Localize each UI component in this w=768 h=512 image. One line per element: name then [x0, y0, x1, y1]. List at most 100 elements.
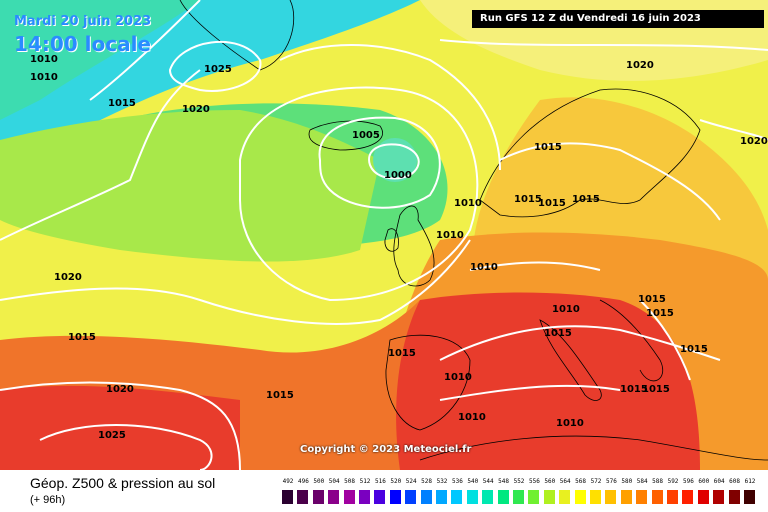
- coastlines: [179, 0, 768, 461]
- isobar-1010-med: [439, 384, 621, 401]
- scale-color-box: [482, 490, 494, 504]
- isobar-label: 1015: [642, 384, 670, 395]
- isobar-label: 1010: [552, 304, 580, 315]
- isobar-1015-greenland: [89, 0, 201, 101]
- scale-color-box: [728, 490, 740, 504]
- isobar-label: 1015: [680, 344, 708, 355]
- scale-color-box: [297, 490, 309, 504]
- scale-label: 536: [451, 478, 463, 485]
- copyright-text: Copyright © 2023 Meteociel.fr: [300, 444, 472, 455]
- isobar-1025-atl: [39, 424, 213, 470]
- isobar-label: 1015: [572, 194, 600, 205]
- scale-label: 512: [359, 478, 371, 485]
- isobar-label: 1005: [352, 130, 380, 141]
- scale-label: 508: [344, 478, 356, 485]
- isobar-label: 1015: [388, 348, 416, 359]
- isobar-label: 1015: [534, 142, 562, 153]
- scale-label: 564: [559, 478, 571, 485]
- iberia-coast: [385, 334, 471, 431]
- scale-color-box: [513, 490, 524, 504]
- legend-subtitle: (+ 96h): [30, 494, 66, 506]
- scale-label: 608: [729, 478, 741, 485]
- isobar-label: 1010: [436, 230, 464, 241]
- scale-label: 492: [282, 478, 294, 485]
- scale-label: 612: [744, 478, 756, 485]
- isobar-1025-nw: [168, 40, 262, 92]
- isobar-label: 1010: [30, 72, 58, 83]
- isobar-label: 1015: [68, 332, 96, 343]
- band-red-med: [396, 292, 700, 470]
- map-canvas: 1010 1010 1025 1015 1020 1005 1000 1020 …: [0, 0, 768, 470]
- scale-label: 552: [513, 478, 525, 485]
- scale-label: 556: [528, 478, 540, 485]
- ireland-coast: [384, 228, 399, 252]
- isobar-1020-ring: [279, 44, 501, 171]
- isobar-label: 1010: [458, 412, 486, 423]
- scale-label: 532: [436, 478, 448, 485]
- scale-color-box: [651, 490, 663, 504]
- scale-color-box: [682, 490, 694, 504]
- scale-color-box: [605, 490, 617, 504]
- isobar-low-inner: [368, 143, 420, 180]
- scale-label: 560: [544, 478, 556, 485]
- isobar-label: 1010: [470, 262, 498, 273]
- scale-color-box: [636, 490, 648, 504]
- legend-title: Géop. Z500 & pression au sol: [30, 475, 216, 491]
- scale-label: 572: [590, 478, 602, 485]
- scale-label: 568: [575, 478, 587, 485]
- scale-color-box: [697, 490, 709, 504]
- scale-color-box: [559, 490, 571, 504]
- scale-color-box: [451, 490, 463, 504]
- isobar-label: 1010: [454, 198, 482, 209]
- isobar-label: 1025: [204, 64, 232, 75]
- scale-color-box: [359, 490, 370, 504]
- isobar-label: 1015: [638, 294, 666, 305]
- north-africa-coast: [419, 435, 768, 461]
- band-teal: [0, 0, 200, 120]
- weather-map: 1010 1010 1025 1015 1020 1005 1000 1020 …: [0, 0, 768, 470]
- isobar-label: 1000: [384, 170, 412, 181]
- scale-label: 500: [313, 478, 325, 485]
- scale-label: 496: [297, 478, 309, 485]
- scale-color-box: [620, 490, 632, 504]
- isobar-1005: [318, 116, 441, 209]
- isobars: [0, 0, 768, 470]
- isobar-1020-north: [439, 39, 768, 51]
- isobar-label: 1015: [514, 194, 542, 205]
- scale-color-box: [328, 490, 340, 504]
- band-red-west: [0, 385, 240, 470]
- run-info-banner: Run GFS 12 Z du Vendredi 16 juin 2023: [472, 10, 764, 28]
- italy-coast: [539, 319, 602, 401]
- isobar-label: 1010: [556, 418, 584, 429]
- isobar-1015-west: [0, 239, 471, 325]
- isobar-label: 1020: [182, 104, 210, 115]
- isobar-1010-ring: [239, 86, 479, 302]
- scale-color-box: [312, 490, 324, 504]
- isobar-label: 1025: [98, 430, 126, 441]
- scale-color-box: [466, 490, 478, 504]
- scale-label: 576: [605, 478, 617, 485]
- scale-color-box: [574, 490, 586, 504]
- scale-color-box: [713, 490, 725, 504]
- scale-color-box: [590, 490, 601, 504]
- isobar-label: 1015: [266, 390, 294, 401]
- legend-footer: Géop. Z500 & pression au sol (+ 96h) 492…: [0, 470, 768, 512]
- isobar-label: 1015: [108, 98, 136, 109]
- scale-color-box: [405, 490, 417, 504]
- scale-label: 516: [374, 478, 386, 485]
- scale-label: 548: [498, 478, 510, 485]
- scale-color-box: [343, 490, 355, 504]
- isobar-label: 1010: [444, 372, 472, 383]
- scale-label: 600: [698, 478, 710, 485]
- isobar-label: 1020: [740, 136, 768, 147]
- forecast-date: Mardi 20 juin 2023: [14, 14, 152, 29]
- isobar-label: 1015: [646, 308, 674, 319]
- scale-label: 528: [421, 478, 433, 485]
- scale-color-box: [543, 490, 555, 504]
- scale-label: 584: [636, 478, 648, 485]
- scale-label: 592: [667, 478, 679, 485]
- scale-color-box: [374, 490, 386, 504]
- isobar-1020-west: [0, 69, 201, 241]
- band-green-yellow: [0, 110, 380, 262]
- scale-label: 604: [713, 478, 725, 485]
